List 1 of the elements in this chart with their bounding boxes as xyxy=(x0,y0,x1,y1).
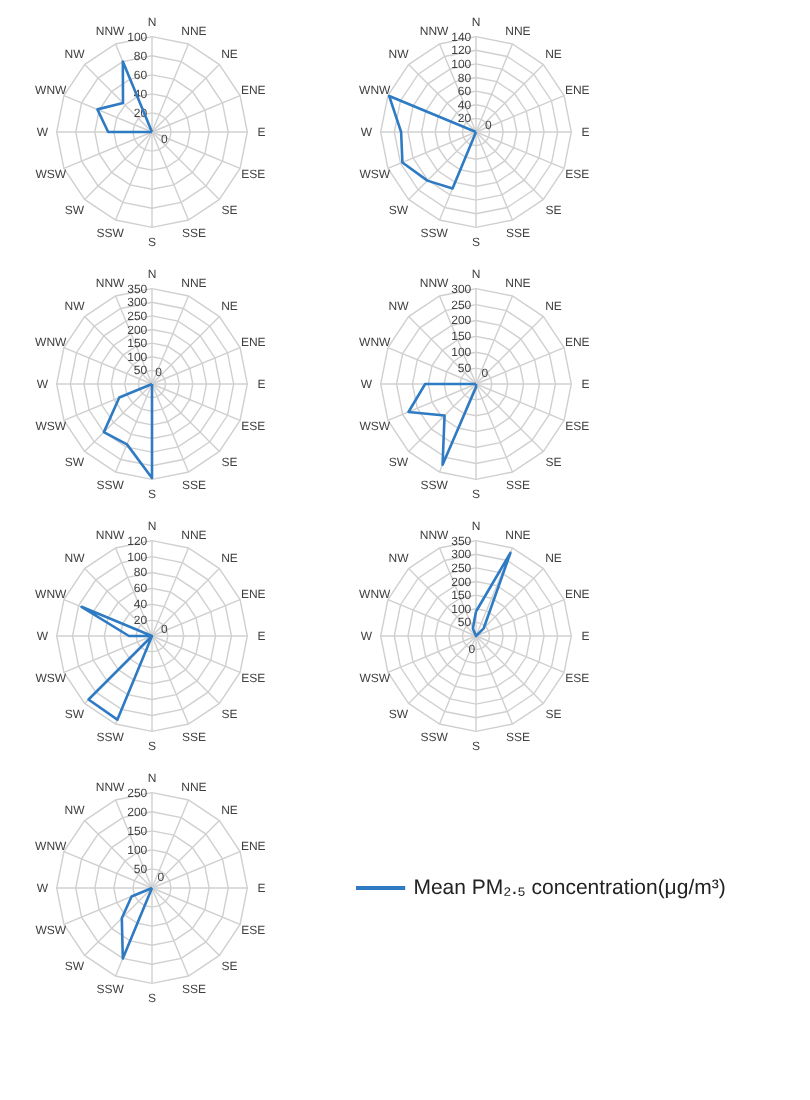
legend-label: Mean PM₂.₅ concentration(μg/m³) xyxy=(413,876,726,900)
